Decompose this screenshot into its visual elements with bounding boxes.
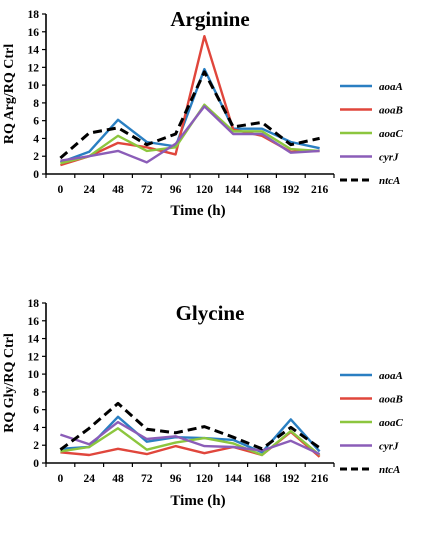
legend-label-aoaB: aoaB xyxy=(379,105,403,117)
series-line-ntcA xyxy=(59,401,321,451)
y-axis-label: RQ Gly/RQ Ctrl xyxy=(2,333,17,433)
legend-label-aoaC: aoaC xyxy=(379,417,404,429)
x-tick-label: 216 xyxy=(311,184,329,196)
y-tick-label: 8 xyxy=(33,98,39,110)
y-tick-label: 10 xyxy=(28,80,40,92)
series-line-ntcA xyxy=(59,70,320,160)
x-tick-label: 0 xyxy=(58,184,64,196)
legend-label-ntcA: ntcA xyxy=(379,464,400,476)
y-tick-label: 16 xyxy=(28,27,40,39)
y-tick-label: 18 xyxy=(28,9,40,21)
y-tick-label: 4 xyxy=(33,422,39,434)
x-tick-label: 48 xyxy=(112,184,124,196)
legend-label-aoaA: aoaA xyxy=(379,370,403,382)
y-tick-label: 14 xyxy=(28,334,40,346)
x-tick-label: 96 xyxy=(170,473,182,485)
y-tick-label: 10 xyxy=(28,369,40,381)
legend-label-aoaA: aoaA xyxy=(379,81,403,93)
x-tick-label: 72 xyxy=(141,473,153,485)
x-tick-label: 72 xyxy=(141,184,153,196)
x-tick-label: 24 xyxy=(83,184,95,196)
legend-label-cyrJ: cyrJ xyxy=(379,441,399,453)
x-tick-label: 216 xyxy=(311,473,329,485)
series-line-cyrJ xyxy=(60,420,321,456)
y-tick-label: 8 xyxy=(33,387,39,399)
y-tick-label: 6 xyxy=(33,405,39,417)
x-tick-label: 192 xyxy=(282,473,300,485)
series-line-cyrJ xyxy=(60,105,320,164)
legend-label-aoaC: aoaC xyxy=(379,128,404,140)
legend-label-ntcA: ntcA xyxy=(379,175,400,187)
x-tick-label: 0 xyxy=(58,473,64,485)
y-tick-label: 2 xyxy=(33,440,39,452)
legend-label-aoaB: aoaB xyxy=(379,394,403,406)
y-axis-label: RQ Arg/RQ Ctrl xyxy=(2,44,17,144)
x-tick-label: 168 xyxy=(253,473,271,485)
x-tick-label: 144 xyxy=(225,184,243,196)
y-tick-label: 12 xyxy=(28,62,40,74)
y-tick-label: 0 xyxy=(33,169,39,181)
x-tick-label: 192 xyxy=(282,184,300,196)
chart-title: Arginine xyxy=(170,7,249,31)
y-tick-label: 16 xyxy=(28,316,40,328)
y-tick-label: 0 xyxy=(33,458,39,470)
y-tick-label: 12 xyxy=(28,351,40,363)
x-tick-label: 168 xyxy=(253,184,271,196)
y-tick-label: 2 xyxy=(33,151,39,163)
x-tick-label: 120 xyxy=(196,473,214,485)
y-tick-label: 4 xyxy=(33,133,39,145)
legend-label-cyrJ: cyrJ xyxy=(379,152,399,164)
y-tick-label: 6 xyxy=(33,116,39,128)
chart-title: Glycine xyxy=(176,301,245,325)
x-tick-label: 144 xyxy=(225,473,243,485)
x-tick-label: 48 xyxy=(112,473,124,485)
x-tick-label: 120 xyxy=(196,184,214,196)
x-tick-label: 24 xyxy=(83,473,95,485)
y-tick-label: 14 xyxy=(28,45,40,57)
x-tick-label: 96 xyxy=(170,184,182,196)
x-axis-label: Time (h) xyxy=(170,203,225,219)
x-axis-label: Time (h) xyxy=(170,493,225,509)
y-tick-label: 18 xyxy=(28,298,40,310)
